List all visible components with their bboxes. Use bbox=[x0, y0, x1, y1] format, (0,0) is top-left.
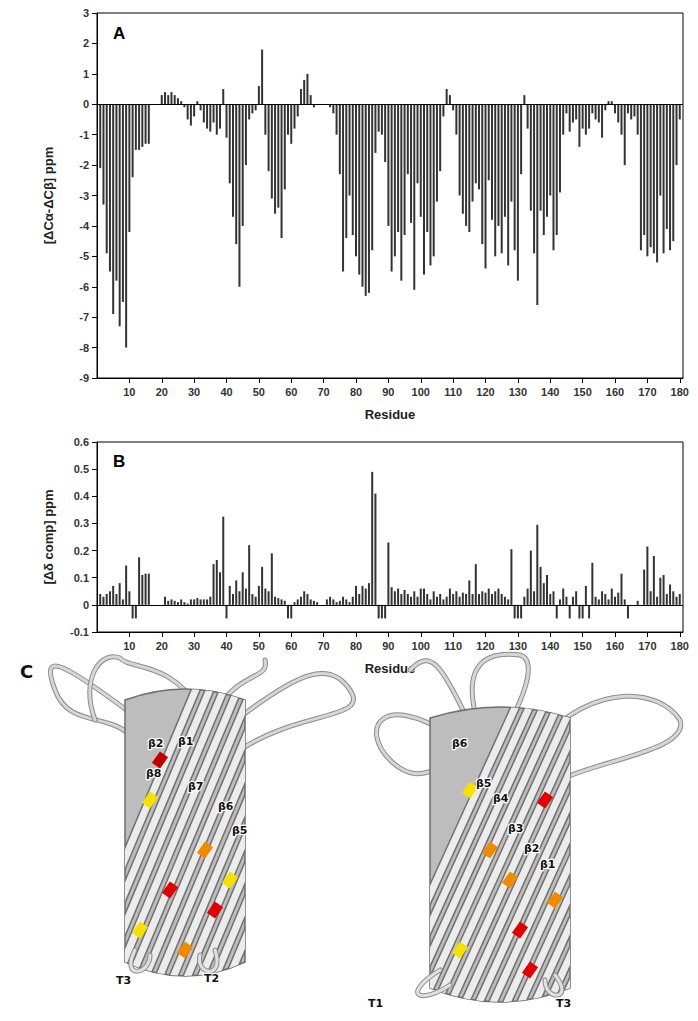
svg-text:-8: -8 bbox=[79, 342, 89, 354]
svg-text:170: 170 bbox=[638, 386, 656, 398]
svg-text:70: 70 bbox=[318, 386, 330, 398]
svg-text:180: 180 bbox=[671, 640, 689, 652]
svg-text:100: 100 bbox=[412, 640, 430, 652]
svg-text:Residue: Residue bbox=[365, 407, 416, 422]
svg-text:0.6: 0.6 bbox=[74, 436, 89, 448]
svg-text:170: 170 bbox=[638, 640, 656, 652]
svg-text:70: 70 bbox=[318, 640, 330, 652]
svg-text:β3: β3 bbox=[508, 822, 524, 835]
svg-text:β7: β7 bbox=[188, 780, 204, 793]
svg-text:40: 40 bbox=[220, 640, 232, 652]
svg-text:0.4: 0.4 bbox=[74, 490, 90, 502]
svg-text:30: 30 bbox=[188, 640, 200, 652]
svg-text:0.1: 0.1 bbox=[74, 572, 89, 584]
svg-text:130: 130 bbox=[509, 386, 527, 398]
svg-text:30: 30 bbox=[188, 386, 200, 398]
svg-text:-7: -7 bbox=[79, 311, 89, 323]
svg-text:0: 0 bbox=[83, 98, 89, 110]
svg-text:-6: -6 bbox=[79, 281, 89, 293]
svg-text:β8: β8 bbox=[146, 767, 162, 780]
svg-text:60: 60 bbox=[285, 640, 297, 652]
svg-text:-1: -1 bbox=[79, 129, 89, 141]
svg-text:T1: T1 bbox=[368, 997, 383, 1010]
svg-text:20: 20 bbox=[156, 640, 168, 652]
svg-text:110: 110 bbox=[444, 386, 462, 398]
svg-text:90: 90 bbox=[382, 386, 394, 398]
svg-text:110: 110 bbox=[444, 640, 462, 652]
svg-text:80: 80 bbox=[350, 640, 362, 652]
svg-text:50: 50 bbox=[253, 386, 265, 398]
svg-text:A: A bbox=[113, 24, 125, 43]
svg-text:160: 160 bbox=[606, 386, 624, 398]
svg-text:140: 140 bbox=[541, 386, 559, 398]
svg-text:[ΔCα-ΔCβ] ppm: [ΔCα-ΔCβ] ppm bbox=[41, 147, 56, 244]
svg-text:160: 160 bbox=[606, 640, 624, 652]
svg-text:β2: β2 bbox=[148, 737, 164, 750]
svg-text:β4: β4 bbox=[493, 792, 509, 805]
svg-text:-2: -2 bbox=[79, 159, 89, 171]
svg-text:β5: β5 bbox=[232, 824, 248, 837]
svg-text:120: 120 bbox=[476, 386, 494, 398]
svg-text:100: 100 bbox=[412, 386, 430, 398]
svg-text:B: B bbox=[113, 452, 125, 471]
svg-text:0.2: 0.2 bbox=[74, 545, 89, 557]
svg-text:Residue: Residue bbox=[365, 661, 416, 676]
svg-text:[Δδ comp] ppm: [Δδ comp] ppm bbox=[41, 489, 56, 584]
svg-text:-5: -5 bbox=[79, 250, 89, 262]
svg-text:-9: -9 bbox=[79, 372, 89, 384]
svg-text:β6: β6 bbox=[218, 800, 234, 813]
svg-text:0.5: 0.5 bbox=[74, 463, 89, 475]
svg-text:150: 150 bbox=[573, 386, 591, 398]
svg-text:0.3: 0.3 bbox=[74, 517, 89, 529]
svg-text:β1: β1 bbox=[540, 858, 556, 871]
svg-text:50: 50 bbox=[253, 640, 265, 652]
svg-text:T3: T3 bbox=[556, 997, 571, 1010]
svg-text:β6: β6 bbox=[452, 737, 468, 750]
svg-text:β5: β5 bbox=[476, 777, 492, 790]
svg-text:20: 20 bbox=[156, 386, 168, 398]
svg-text:T2: T2 bbox=[204, 972, 219, 985]
svg-text:140: 140 bbox=[541, 640, 559, 652]
svg-text:40: 40 bbox=[220, 386, 232, 398]
svg-text:2: 2 bbox=[83, 37, 89, 49]
svg-text:-3: -3 bbox=[79, 190, 89, 202]
svg-text:180: 180 bbox=[671, 386, 689, 398]
svg-text:10: 10 bbox=[123, 640, 135, 652]
svg-text:60: 60 bbox=[285, 386, 297, 398]
svg-text:120: 120 bbox=[476, 640, 494, 652]
svg-text:β1: β1 bbox=[178, 735, 194, 748]
svg-text:130: 130 bbox=[509, 640, 527, 652]
svg-text:10: 10 bbox=[123, 386, 135, 398]
svg-text:-0.1: -0.1 bbox=[70, 626, 89, 638]
svg-text:90: 90 bbox=[382, 640, 394, 652]
svg-text:0: 0 bbox=[83, 599, 89, 611]
svg-text:-4: -4 bbox=[79, 220, 90, 232]
svg-text:150: 150 bbox=[573, 640, 591, 652]
svg-text:β2: β2 bbox=[524, 842, 540, 855]
svg-text:1: 1 bbox=[83, 68, 89, 80]
svg-text:80: 80 bbox=[350, 386, 362, 398]
svg-text:T3: T3 bbox=[116, 974, 131, 987]
svg-text:C: C bbox=[20, 661, 33, 682]
svg-text:3: 3 bbox=[83, 7, 89, 19]
